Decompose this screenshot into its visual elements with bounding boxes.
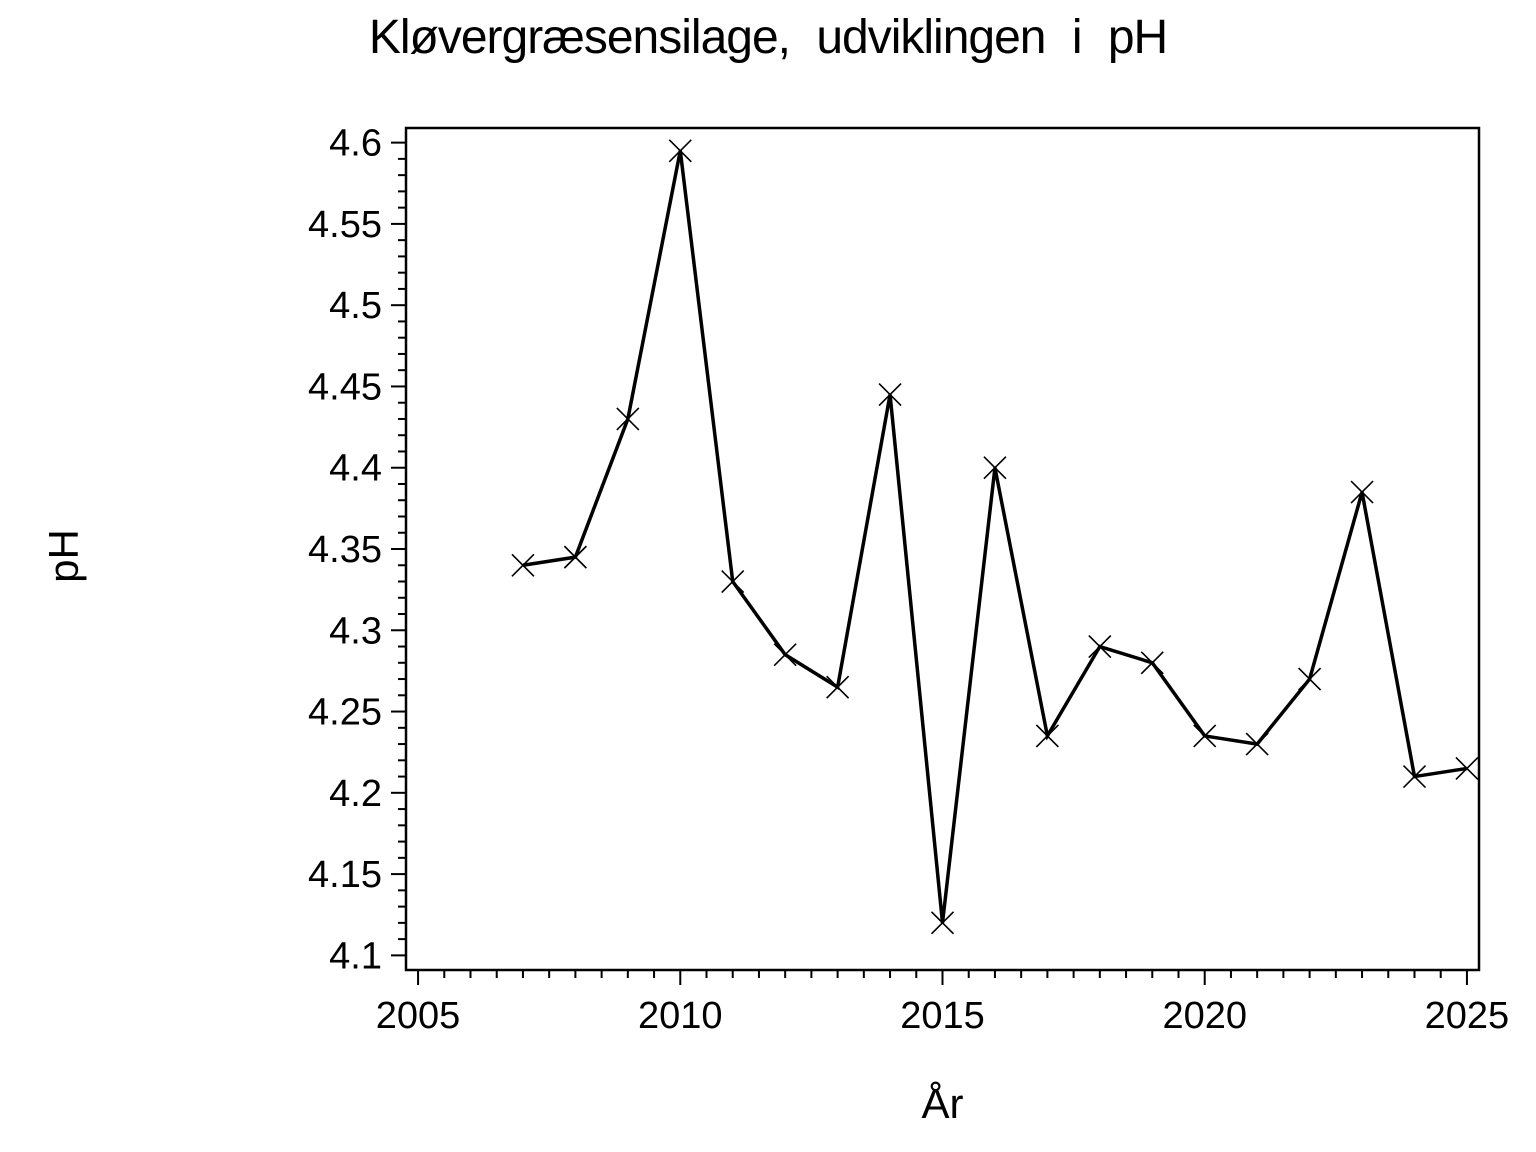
- y-tick-label: 4.25: [308, 692, 382, 734]
- y-tick-label: 4.45: [308, 366, 382, 408]
- data-point-marker: [1298, 667, 1322, 691]
- y-tick-label: 4.15: [308, 854, 382, 896]
- data-point-marker: [616, 407, 640, 431]
- x-tick-label: 2020: [1162, 995, 1247, 1037]
- x-axis-label: År: [921, 1080, 964, 1127]
- y-tick-label: 4.35: [308, 529, 382, 571]
- data-point-marker: [721, 569, 745, 594]
- data-point-marker: [878, 383, 902, 407]
- data-line: [522, 150, 1468, 924]
- x-tick-label: 2025: [1425, 995, 1510, 1037]
- y-tick-label: 4.5: [329, 285, 382, 327]
- plot-frame: [404, 126, 1481, 972]
- y-tick-label: 4.2: [329, 773, 382, 815]
- data-point-marker: [1350, 480, 1374, 504]
- data-point-marker: [563, 545, 587, 569]
- x-tick-label: 2005: [376, 995, 461, 1037]
- data-point-marker: [1088, 634, 1112, 659]
- y-tick-label: 4.3: [329, 610, 382, 652]
- y-tick-label: 4.4: [329, 448, 382, 490]
- data-point-marker: [1035, 724, 1059, 748]
- data-point-marker: [1193, 724, 1217, 748]
- chart-title: Kløvergræsensilage, udviklingen i pH: [368, 11, 1168, 64]
- data-point-marker: [1245, 732, 1269, 756]
- data-point-marker: [773, 643, 797, 667]
- data-point-marker: [826, 675, 850, 699]
- data-point-marker: [1140, 651, 1164, 675]
- y-tick-label: 4.55: [308, 204, 382, 246]
- y-tick-label: 4.6: [329, 123, 382, 165]
- data-point-marker: [668, 139, 692, 163]
- x-tick-label: 2015: [900, 995, 985, 1037]
- data-point-marker: [930, 911, 955, 935]
- x-tick-label: 2010: [638, 995, 723, 1037]
- data-point-marker: [1402, 765, 1427, 789]
- data-point-marker: [1455, 756, 1479, 781]
- data-point-marker: [983, 456, 1007, 480]
- data-point-marker: [511, 553, 535, 577]
- y-tick-label: 4.1: [329, 935, 382, 977]
